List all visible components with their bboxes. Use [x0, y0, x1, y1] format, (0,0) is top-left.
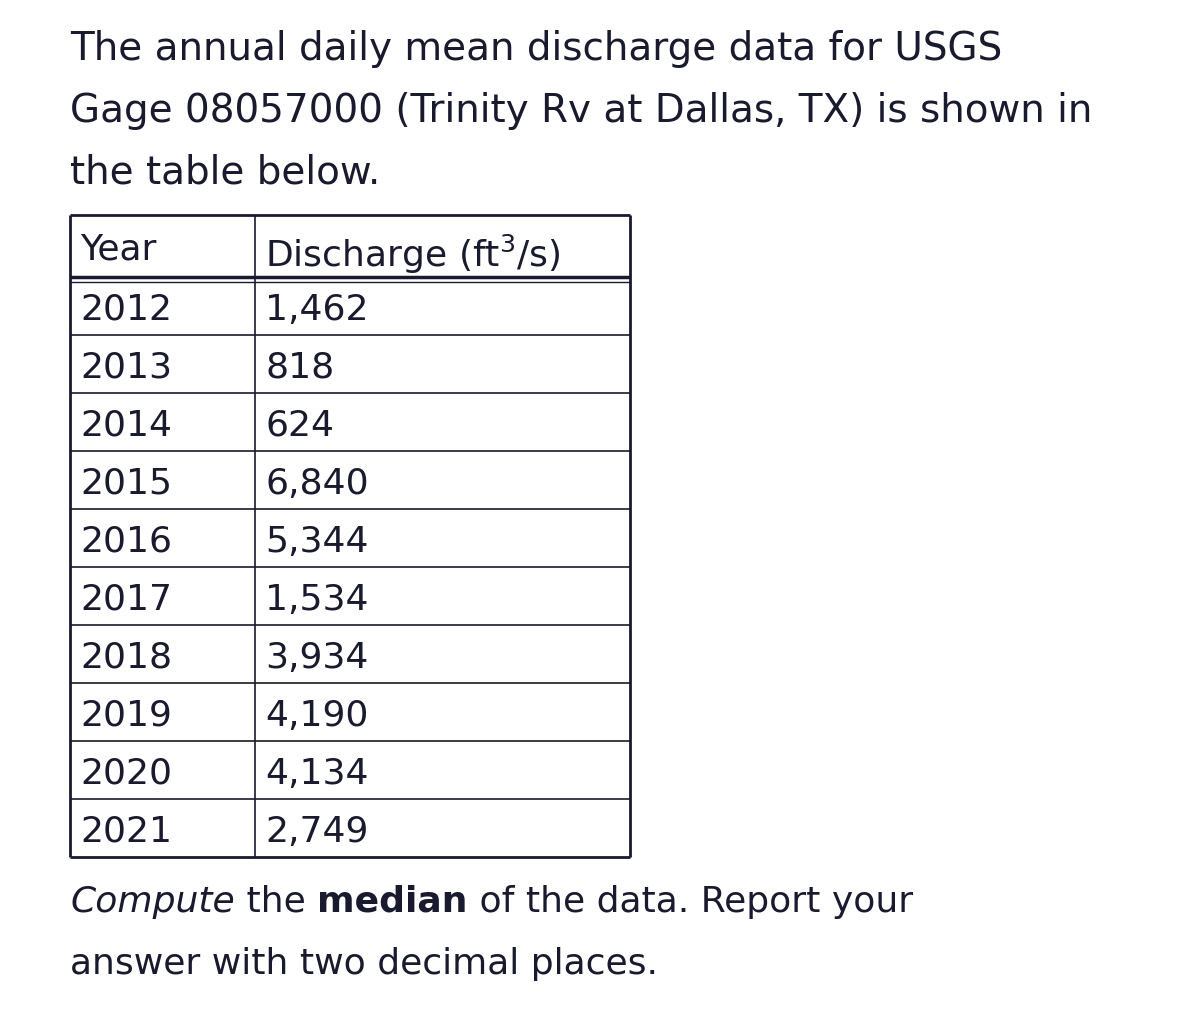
- Text: The annual daily mean discharge data for USGS: The annual daily mean discharge data for…: [70, 30, 1002, 68]
- Text: Gage 08057000 (Trinity Rv at Dallas, TX) is shown in: Gage 08057000 (Trinity Rv at Dallas, TX)…: [70, 92, 1092, 130]
- Text: 2018: 2018: [80, 641, 172, 675]
- Text: 3,934: 3,934: [265, 641, 368, 675]
- Text: 5,344: 5,344: [265, 525, 368, 559]
- Text: 4,134: 4,134: [265, 757, 368, 791]
- Text: 2020: 2020: [80, 757, 172, 791]
- Text: median: median: [317, 885, 468, 919]
- Text: answer with two decimal places.: answer with two decimal places.: [70, 947, 658, 981]
- Text: 2015: 2015: [80, 468, 172, 501]
- Text: 2014: 2014: [80, 409, 172, 443]
- Text: 6,840: 6,840: [265, 468, 368, 501]
- Text: 1,534: 1,534: [265, 583, 368, 617]
- Text: 2017: 2017: [80, 583, 172, 617]
- Text: 4,190: 4,190: [265, 699, 368, 733]
- Text: of the data. Report your: of the data. Report your: [468, 885, 913, 919]
- Text: 1,462: 1,462: [265, 293, 368, 327]
- Text: 818: 818: [265, 351, 335, 385]
- Text: Year: Year: [80, 233, 156, 267]
- Text: 2016: 2016: [80, 525, 172, 559]
- Text: 2,749: 2,749: [265, 815, 368, 849]
- Text: 2021: 2021: [80, 815, 172, 849]
- Text: Discharge (ft$^3$/s): Discharge (ft$^3$/s): [265, 233, 560, 276]
- Text: 2019: 2019: [80, 699, 172, 733]
- Text: 2012: 2012: [80, 293, 172, 327]
- Text: the: the: [235, 885, 317, 919]
- Text: the table below.: the table below.: [70, 154, 380, 192]
- Text: 2013: 2013: [80, 351, 172, 385]
- Text: 624: 624: [265, 409, 334, 443]
- Text: Compute: Compute: [70, 885, 235, 919]
